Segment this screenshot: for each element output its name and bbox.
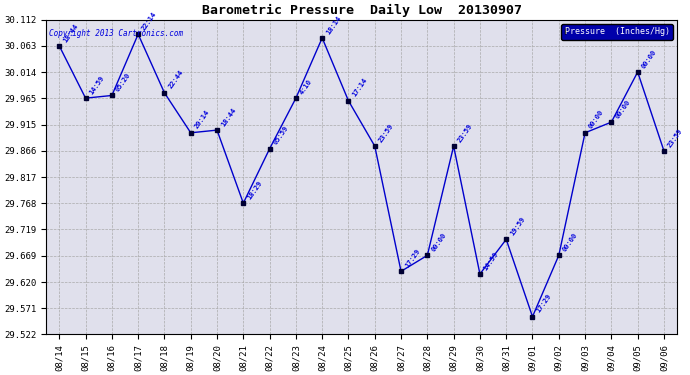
Legend: Pressure  (Inches/Hg): Pressure (Inches/Hg) bbox=[561, 24, 673, 40]
Text: 17:29: 17:29 bbox=[404, 248, 421, 268]
Text: 20:14: 20:14 bbox=[193, 109, 210, 130]
Text: 00:00: 00:00 bbox=[588, 109, 605, 130]
Text: 14:59: 14:59 bbox=[483, 251, 500, 271]
Text: 4:10: 4:10 bbox=[299, 78, 313, 95]
Text: Copyright 2013 Cartronics.com: Copyright 2013 Cartronics.com bbox=[49, 29, 184, 38]
Text: 17:14: 17:14 bbox=[351, 77, 368, 98]
Text: 19:59: 19:59 bbox=[509, 216, 526, 237]
Text: 05:20: 05:20 bbox=[115, 72, 132, 93]
Text: 00:00: 00:00 bbox=[430, 232, 447, 253]
Title: Barometric Pressure  Daily Low  20130907: Barometric Pressure Daily Low 20130907 bbox=[201, 4, 522, 17]
Text: 18:29: 18:29 bbox=[246, 180, 263, 200]
Text: 05:59: 05:59 bbox=[273, 125, 290, 146]
Text: 23:59: 23:59 bbox=[667, 127, 684, 148]
Text: 00:00: 00:00 bbox=[640, 48, 658, 69]
Text: 18:14: 18:14 bbox=[325, 14, 342, 35]
Text: 14:59: 14:59 bbox=[88, 75, 106, 95]
Text: 23:59: 23:59 bbox=[377, 123, 395, 143]
Text: 00:00: 00:00 bbox=[614, 99, 631, 119]
Text: 18:44: 18:44 bbox=[62, 22, 79, 43]
Text: 22:44: 22:44 bbox=[167, 69, 184, 90]
Text: 22:14: 22:14 bbox=[141, 10, 158, 32]
Text: 17:29: 17:29 bbox=[535, 293, 553, 314]
Text: 18:44: 18:44 bbox=[220, 106, 237, 128]
Text: 23:59: 23:59 bbox=[456, 123, 473, 143]
Text: 00:00: 00:00 bbox=[562, 232, 579, 253]
